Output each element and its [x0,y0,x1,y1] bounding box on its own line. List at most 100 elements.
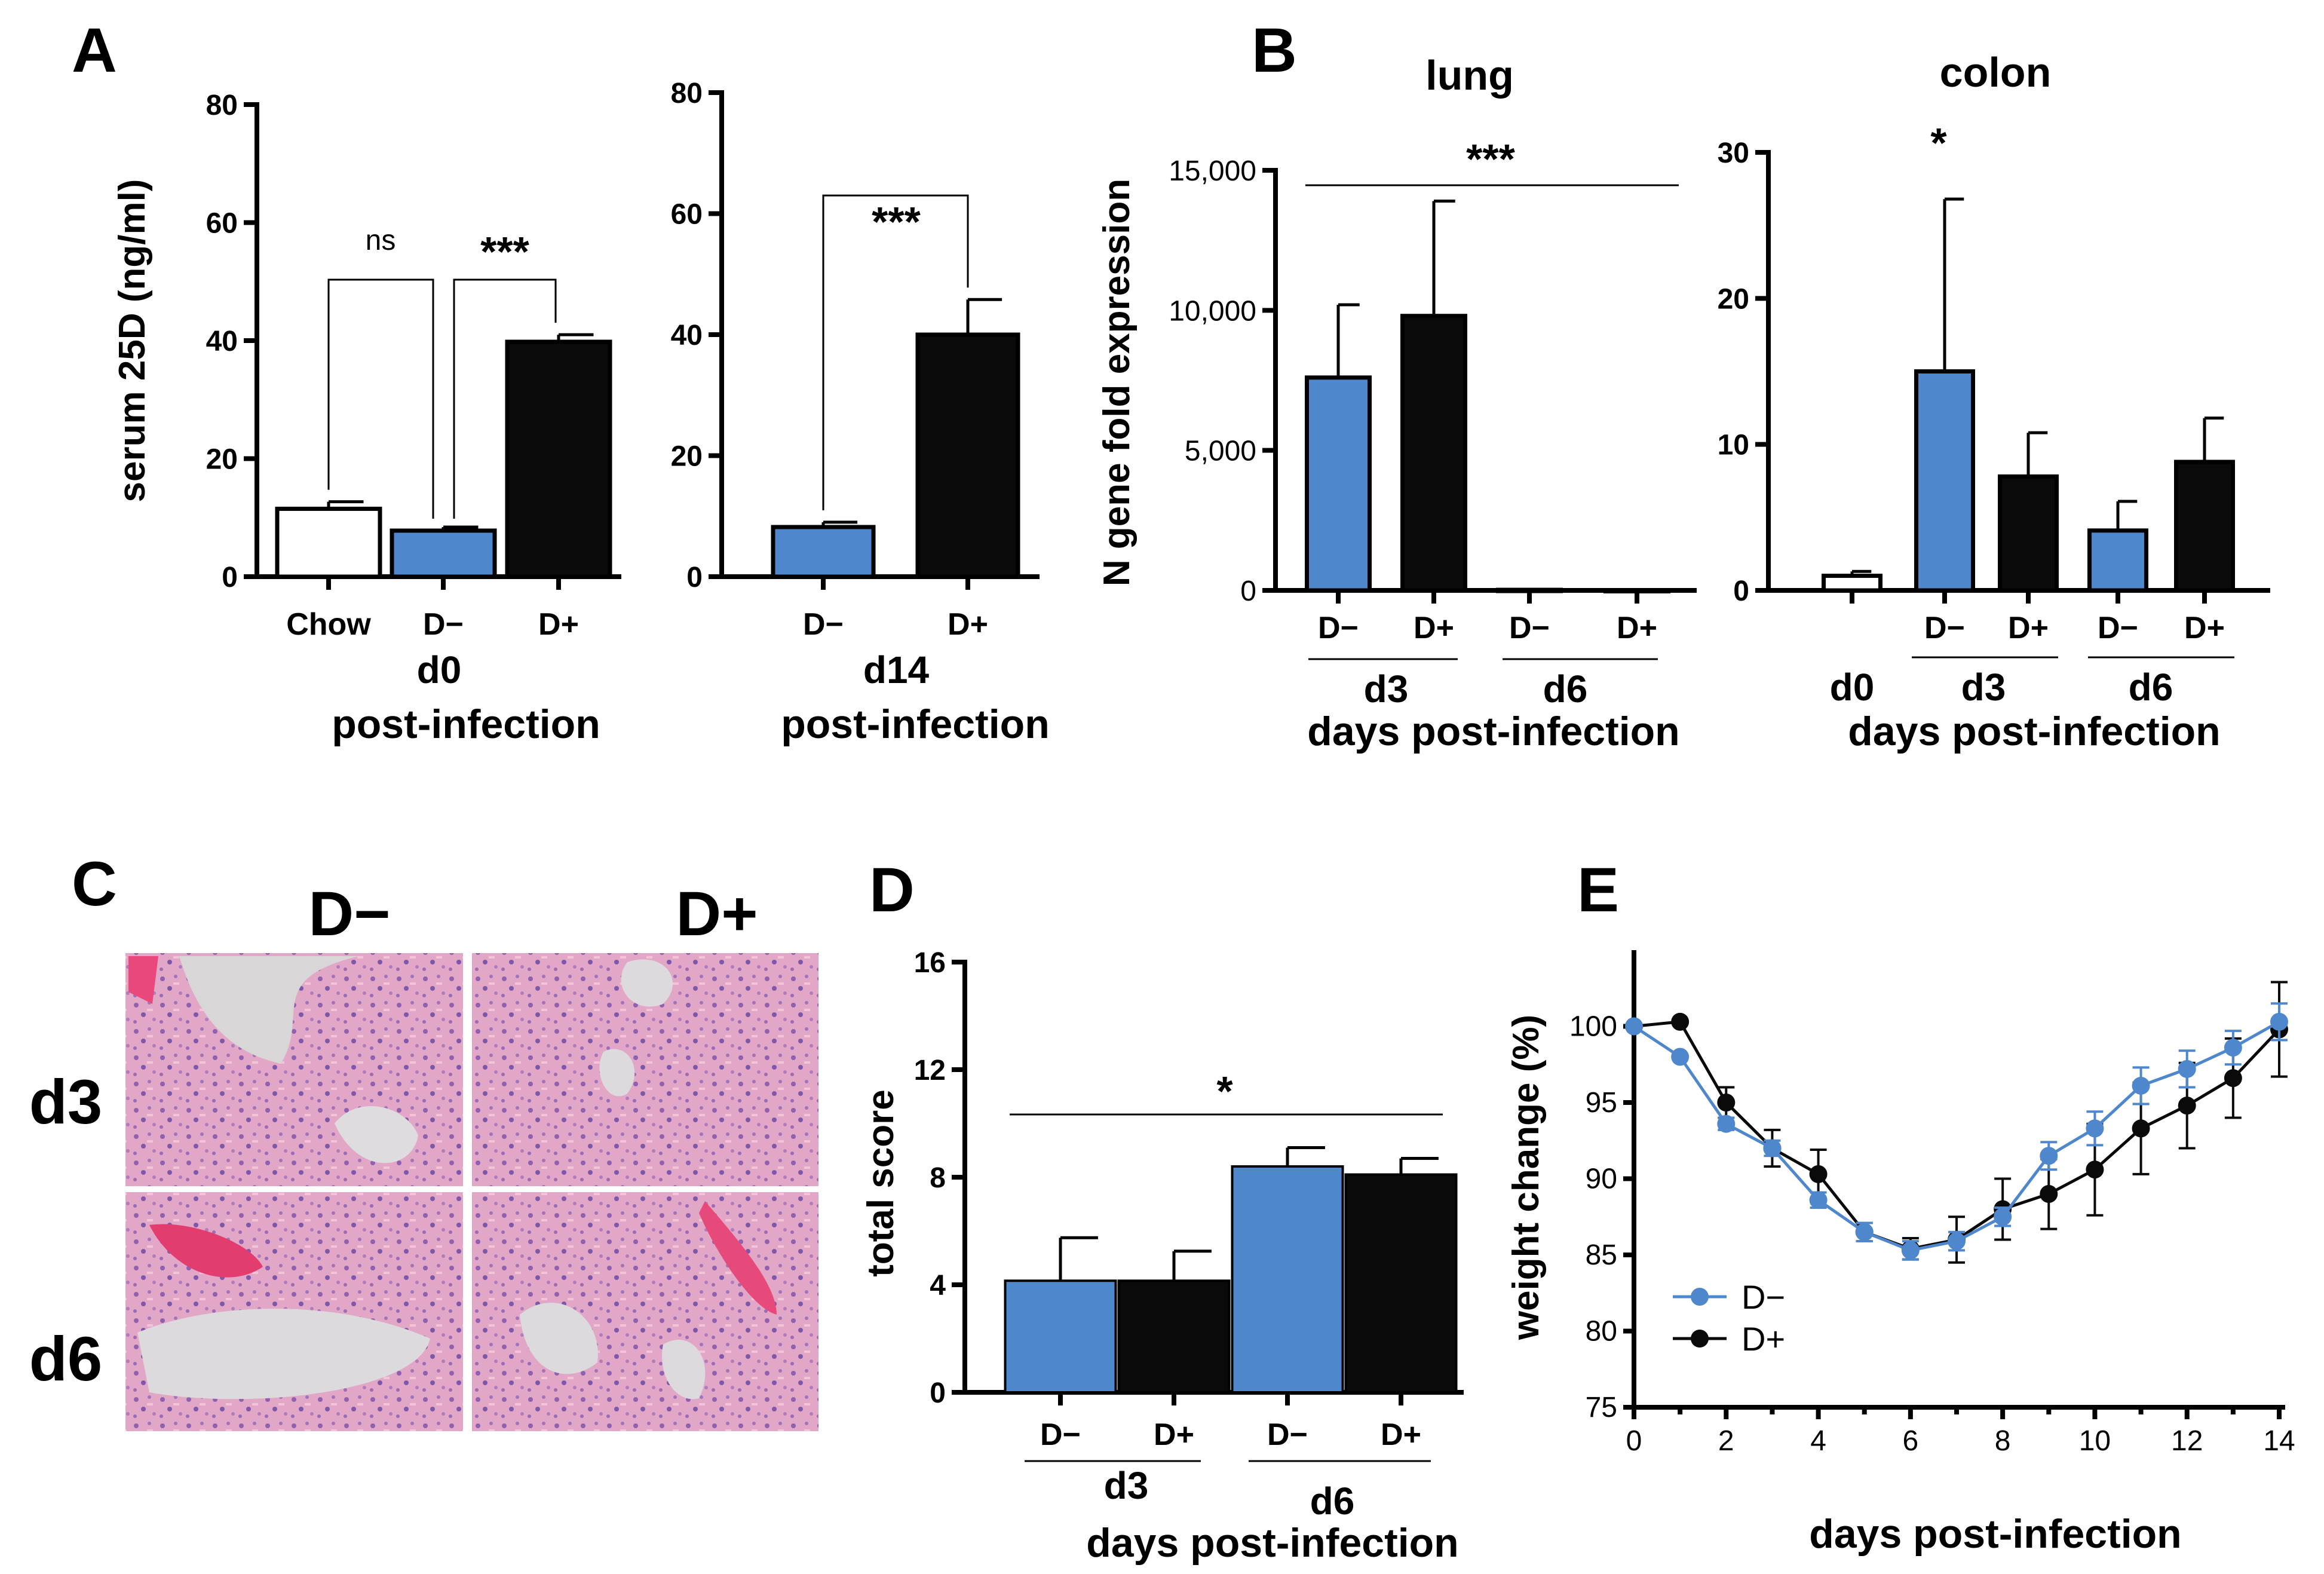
group-label: d14 [863,648,930,691]
y-tick-label: 0 [686,562,703,593]
data-point [1625,1017,1643,1036]
data-point [2040,1147,2058,1165]
legend-marker [1691,1330,1709,1348]
y-tick-label: 85 [1586,1239,1617,1271]
y-axis-title: N gene fold expression [1096,179,1138,586]
data-point [2224,1069,2242,1088]
airway-lumen [599,1049,635,1097]
chart-title: colon [1940,49,2052,96]
y-axis-title: weight change (%) [1506,1015,1547,1340]
significance-bracket [453,278,557,519]
panel-c-histology: D− D+ d3 d6 [29,879,818,1431]
data-point [2086,1119,2104,1138]
x-axis-title: post-infection [332,702,600,747]
row-label: d6 [29,1324,103,1394]
y-tick-label: 80 [1586,1316,1617,1348]
bar [915,332,1020,579]
data-point [2132,1076,2150,1095]
x-tick-label: D− [803,607,844,642]
bar [1998,474,2059,593]
panel-a-d0-chart: 0 20 40 60 80 Chow D− D+ serum 25D (ng/ml) ns *** d… [112,90,621,747]
legend-label: D− [1742,1278,1785,1316]
y-tick-label: 8 [930,1162,946,1194]
y-axis-title: total score [860,1089,902,1277]
data-point [2132,1119,2150,1138]
x-tick-label: D+ [1414,611,1454,645]
x-tick-label: Chow [286,607,371,642]
x-tick-label: D− [2098,611,2138,645]
bar [275,506,382,579]
data-point [1671,1012,1690,1031]
x-tick-label: D+ [1617,611,1657,645]
data-point [1855,1223,1874,1241]
x-tick-label: D+ [2184,611,2225,645]
data-point [2178,1097,2196,1115]
bar [390,528,497,579]
data-point [1717,1114,1736,1133]
x-axis-title: days post-infection [1848,709,2220,754]
column-label: D− [308,879,390,949]
data-point [1809,1165,1828,1183]
group-label: d3 [1104,1464,1149,1507]
x-tick-label: D− [1040,1417,1081,1452]
x-tick-label: D+ [948,607,988,642]
data-point [2040,1185,2058,1203]
group-label: d6 [1543,667,1588,711]
x-tick-label: 12 [2171,1425,2203,1457]
series-line [1633,1020,2280,1251]
bar [1004,1279,1117,1394]
y-tick-label: 20 [671,441,703,473]
y-tick-label: 80 [206,90,238,121]
data-point [1717,1094,1736,1111]
y-tick-label: 0 [930,1377,946,1409]
y-tick-label: 75 [1586,1392,1617,1423]
chart-title: lung [1425,52,1514,99]
bar [1822,574,1882,593]
row-label: d3 [29,1067,103,1137]
group-label: d6 [1310,1480,1355,1523]
airway-lumen [335,1106,418,1163]
group-label: d3 [1961,666,2006,709]
x-tick-label: 8 [1995,1425,2011,1457]
panel-label-e: E [1577,855,1619,925]
x-axis-title: days post-infection [1086,1520,1458,1566]
y-tick-label: 0 [1240,575,1256,607]
panel-a-d14-chart: 0 20 40 60 80 D− D+ *** d14 post-infection [671,78,1050,747]
y-tick-label: 90 [1586,1163,1617,1195]
airway-lumen [137,1309,430,1400]
y-tick-label: 10,000 [1169,295,1256,327]
significance-label: * [1216,1068,1233,1114]
significance-label: * [1930,120,1947,166]
y-tick-label: 60 [206,208,238,240]
data-point [2224,1039,2242,1057]
x-tick-label: D− [1924,611,1965,645]
y-tick-label: 12 [914,1055,946,1086]
bar [1400,314,1467,593]
x-tick-label: 14 [2263,1425,2295,1457]
significance-bracket [327,278,434,519]
x-axis-title: days post-infection [1809,1511,2181,1557]
data-point [2178,1059,2196,1078]
airway-lumen [520,1302,598,1374]
data-point [1809,1191,1828,1209]
x-tick-label: 2 [1718,1425,1734,1457]
airway-lumen [621,959,673,1007]
y-tick-label: 15,000 [1169,155,1256,187]
x-tick-label: D+ [2008,611,2049,645]
column-label: D+ [676,879,758,949]
y-tick-label: 10 [1718,430,1749,461]
x-tick-label: D− [1267,1417,1308,1452]
data-point [1994,1208,2012,1226]
blood-vessel [699,1201,777,1315]
group-label: d3 [1364,667,1409,711]
bar [1231,1165,1344,1394]
bar [2087,528,2148,593]
panel-b-lung-chart: 0 5,000 10,000 15,000 D− D+ D− D+ lung N gene fol… [1096,52,1697,754]
y-axis-title: serum 25D (ng/ml) [112,179,153,503]
x-tick-label: 0 [1626,1425,1642,1457]
legend-label: D+ [1742,1320,1785,1358]
blood-vessel [128,956,158,1004]
x-axis-title: post-infection [781,702,1050,747]
